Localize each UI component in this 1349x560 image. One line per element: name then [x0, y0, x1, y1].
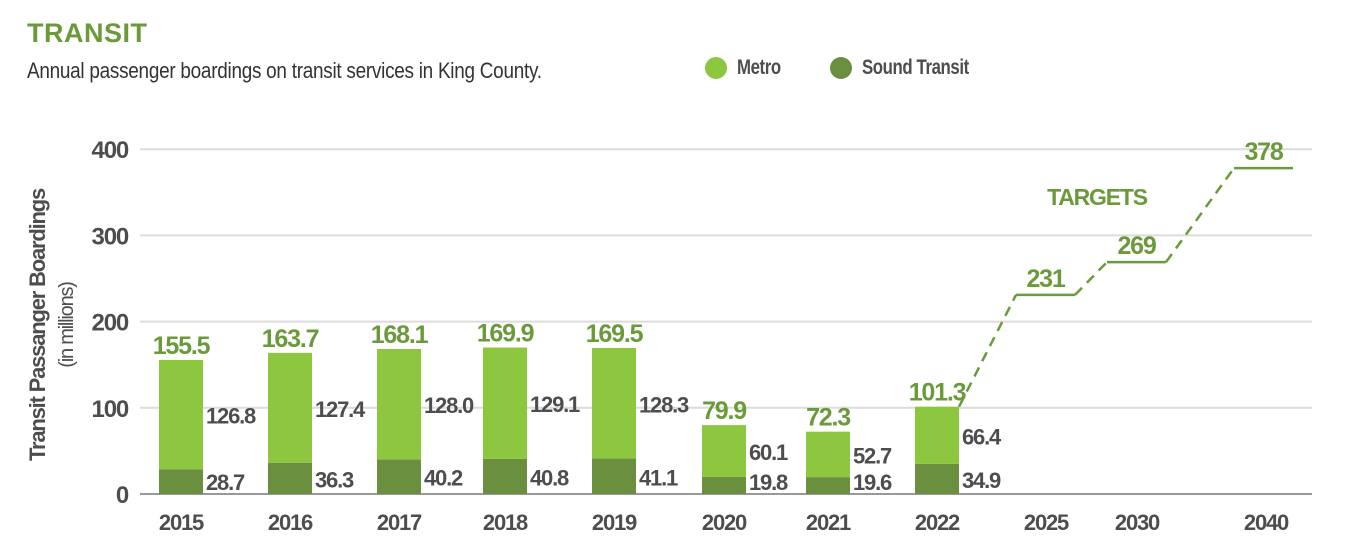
- y-tick-label: 200: [92, 310, 129, 337]
- total-label: 79.9: [702, 397, 746, 425]
- bar-sound-transit: [806, 477, 850, 494]
- sound-transit-value-label: 40.2: [424, 466, 463, 491]
- x-tick-label: 2015: [159, 510, 204, 535]
- x-tick-label: 2020: [702, 510, 747, 535]
- metro-value-label: 60.1: [749, 440, 788, 465]
- sound-transit-value-label: 34.9: [962, 468, 1001, 493]
- bar-metro: [483, 347, 527, 459]
- bar-metro: [702, 425, 746, 477]
- target-dashed-line: [957, 294, 1018, 408]
- bar-metro: [915, 406, 959, 464]
- bar-sound-transit: [483, 458, 527, 494]
- y-tick-label: 300: [92, 223, 129, 250]
- total-label: 168.1: [371, 321, 429, 349]
- target-value-label: 269: [1117, 232, 1155, 260]
- x-tick-label: 2021: [806, 510, 851, 535]
- x-tick-label: 2030: [1115, 510, 1160, 535]
- y-tick-label: 0: [116, 482, 129, 509]
- bar-metro: [377, 349, 421, 460]
- metro-value-label: 52.7: [853, 443, 892, 468]
- bar-sound-transit: [268, 462, 312, 494]
- target-value-label: 231: [1026, 265, 1065, 293]
- legend: Metro Sound Transit: [705, 56, 1025, 80]
- bar-metro: [592, 347, 636, 459]
- chart-subtitle: Annual passenger boardings on transit se…: [27, 58, 542, 83]
- bar-metro: [159, 359, 203, 470]
- y-axis-label: Transit Passanger Boardings: [25, 188, 50, 461]
- metro-value-label: 128.3: [639, 392, 689, 417]
- total-label: 169.9: [477, 320, 534, 348]
- bar-metro: [268, 352, 312, 463]
- legend-swatch-sound-transit: [829, 57, 852, 79]
- sound-transit-value-label: 36.3: [315, 467, 354, 492]
- legend-item-sound-transit: Sound Transit: [829, 56, 996, 80]
- legend-item-metro: Metro: [705, 56, 792, 80]
- sound-transit-value-label: 40.8: [530, 465, 569, 490]
- legend-swatch-metro: [705, 57, 727, 79]
- total-label: 163.7: [262, 325, 319, 353]
- target-dashed-line: [1164, 167, 1236, 263]
- x-tick-label: 2016: [268, 510, 313, 535]
- metro-value-label: 66.4: [962, 424, 1002, 449]
- total-label: 72.3: [806, 404, 850, 432]
- bar-sound-transit: [915, 463, 959, 494]
- metro-value-label: 128.0: [424, 393, 474, 418]
- sound-transit-value-label: 41.1: [639, 465, 678, 490]
- x-tick-label: 2019: [592, 510, 637, 535]
- total-label: 169.5: [586, 320, 644, 348]
- legend-label-sound-transit: Sound Transit: [861, 56, 969, 79]
- y-tick-label: 100: [92, 396, 129, 423]
- x-tick-label: 2018: [483, 510, 528, 535]
- bar-metro: [806, 431, 850, 478]
- legend-label-metro: Metro: [737, 56, 781, 79]
- bar-sound-transit: [159, 469, 203, 494]
- metro-value-label: 129.1: [530, 392, 580, 417]
- sound-transit-value-label: 19.6: [853, 470, 892, 495]
- sound-transit-value-label: 28.7: [206, 470, 245, 495]
- x-tick-label: 2022: [915, 510, 960, 535]
- targets-label: TARGETS: [1047, 184, 1148, 210]
- bar-sound-transit: [592, 458, 636, 494]
- bar-sound-transit: [702, 476, 746, 494]
- x-tick-label: 2017: [377, 510, 422, 535]
- target-value-label: 378: [1244, 138, 1283, 166]
- x-tick-label: 2025: [1024, 510, 1069, 535]
- x-tick-label: 2040: [1244, 510, 1289, 535]
- sound-transit-value-label: 19.8: [749, 470, 788, 495]
- total-label: 155.5: [153, 332, 211, 360]
- metro-value-label: 126.8: [206, 404, 256, 429]
- total-label: 101.3: [909, 379, 966, 407]
- y-axis-sublabel: (in millions): [56, 282, 78, 368]
- y-tick-label: 400: [92, 137, 129, 164]
- chart-title: TRANSIT: [27, 18, 148, 48]
- bar-sound-transit: [377, 459, 421, 494]
- target-dashed-line: [1074, 261, 1108, 296]
- metro-value-label: 127.4: [315, 397, 366, 422]
